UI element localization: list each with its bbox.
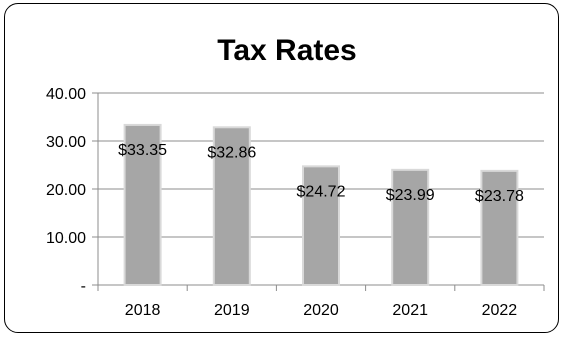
y-tick-label-4: 40.00	[46, 86, 86, 103]
x-tick-label-2022: 2022	[482, 302, 518, 319]
data-label-2021: $23.99	[386, 187, 435, 204]
y-tick-label-3: 30.00	[46, 134, 86, 151]
data-labels: $33.35 $32.86 $24.72 $23.99 $23.78	[118, 142, 524, 205]
bar-2020	[302, 165, 340, 286]
x-tick-label-2019: 2019	[214, 302, 250, 319]
chart-frame	[4, 3, 559, 333]
bars	[123, 123, 519, 287]
x-tick-labels: 2018 2019 2020 2021 2022	[125, 302, 517, 319]
y-tick-label-0: -	[81, 278, 86, 295]
bar-2019	[212, 126, 251, 286]
x-tick-label-2020: 2020	[303, 302, 339, 319]
x-tick-label-2021: 2021	[392, 302, 428, 319]
bar-2018	[123, 123, 162, 286]
chart-title: Tax Rates	[217, 34, 357, 67]
data-label-2019: $32.86	[207, 144, 256, 161]
y-tick-labels: - 10.00 20.00 30.00 40.00	[46, 86, 86, 295]
y-tick-label-2: 20.00	[46, 182, 86, 199]
data-label-2022: $23.78	[475, 188, 524, 205]
bar-2021	[391, 168, 430, 287]
data-label-2020: $24.72	[297, 183, 346, 200]
bar-2022	[480, 169, 519, 286]
x-tick-label-2018: 2018	[125, 302, 161, 319]
y-tick-label-1: 10.00	[46, 230, 86, 247]
data-label-2018: $33.35	[118, 142, 167, 159]
